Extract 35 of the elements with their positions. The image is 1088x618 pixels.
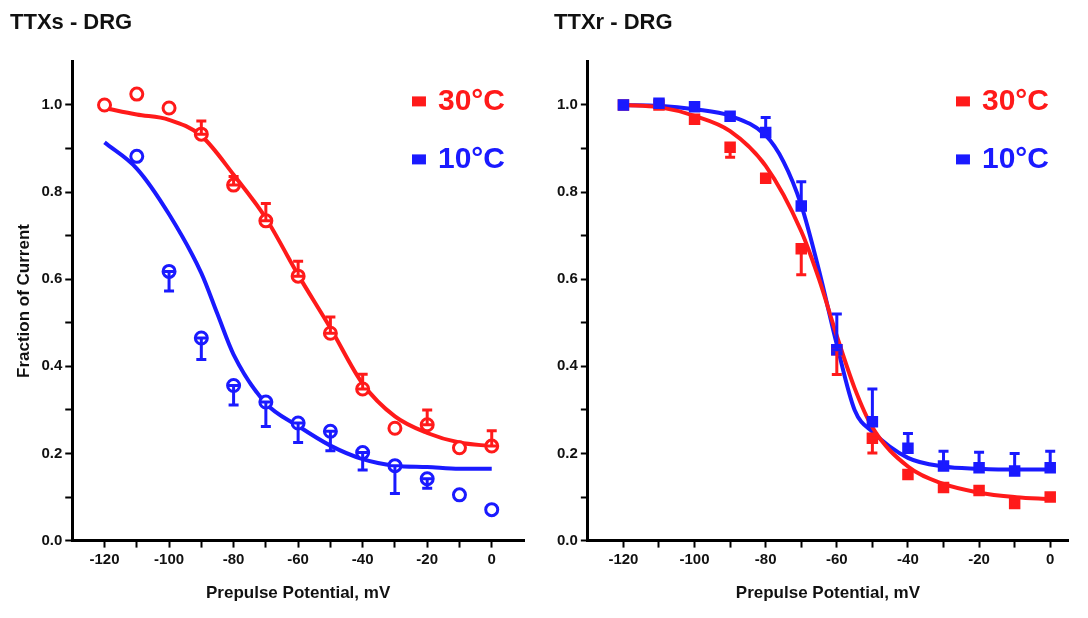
y-tick-label: 1.0: [556, 95, 578, 113]
x-tick-label: -40: [351, 549, 374, 567]
y-tick-label: 0.4: [556, 356, 579, 374]
x-tick-label: -60: [287, 549, 309, 567]
x-tick-label: -100: [679, 549, 710, 567]
x-tick-label: -20: [416, 549, 439, 567]
legend-label: 30°C: [981, 82, 1049, 116]
x-tick-label: -20: [968, 549, 990, 567]
x-axis-title: Prepulse Potential, mV: [735, 583, 921, 603]
x-tick-label: -120: [89, 549, 120, 567]
legend-label: 30°C: [437, 82, 505, 116]
y-tick-label: 1.0: [41, 95, 63, 113]
y-tick-label: 0.8: [41, 182, 63, 200]
x-tick-label: 0: [1046, 549, 1055, 567]
x-axis-title: Prepulse Potential, mV: [206, 583, 391, 603]
y-tick-label: 0.6: [556, 269, 578, 287]
y-tick-label: 0.6: [41, 269, 63, 287]
x-tick-label: -120: [608, 549, 639, 567]
x-tick-label: -40: [897, 549, 919, 567]
y-tick-label: 0.0: [556, 530, 578, 548]
chart-title: TTXr - DRG: [554, 9, 673, 35]
y-tick-label: 0.2: [41, 443, 63, 461]
y-tick-label: 0.8: [556, 182, 578, 200]
chart-title: TTXs - DRG: [10, 9, 133, 35]
y-tick-label: 0.2: [556, 443, 578, 461]
x-tick-label: -60: [825, 549, 848, 567]
legend-label: 10°C: [437, 140, 505, 174]
legend-label: 10°C: [981, 140, 1049, 174]
x-tick-label: 0: [487, 549, 496, 567]
x-tick-label: -80: [222, 549, 245, 567]
x-tick-label: -100: [154, 549, 185, 567]
y-tick-label: 0.0: [41, 530, 63, 548]
y-tick-label: 0.4: [41, 356, 63, 374]
x-tick-label: -80: [754, 549, 777, 567]
y-axis-title: Fraction of Current: [13, 223, 33, 378]
